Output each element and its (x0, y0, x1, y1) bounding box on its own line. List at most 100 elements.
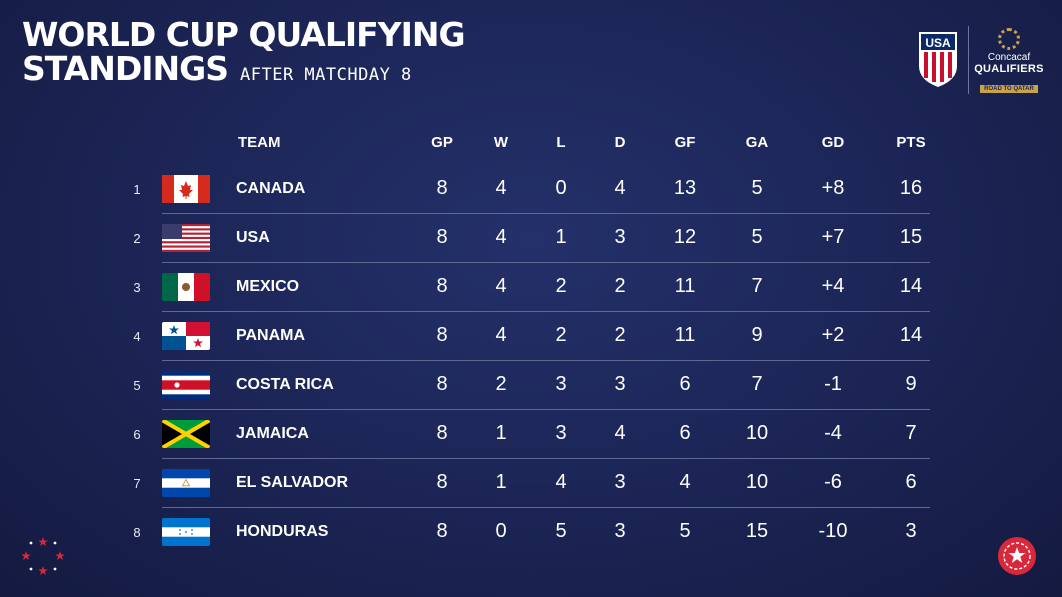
table-row: 1 CANADA 8 4 0 4 13 5 +8 16 (120, 165, 930, 214)
page-title: WORLD CUP QUALIFYING STANDINGS AFTER MAT… (22, 15, 466, 92)
row-divider (162, 213, 930, 214)
cell-d: 3 (614, 373, 626, 395)
team-name: PANAMA (236, 327, 306, 344)
rank: 8 (133, 525, 141, 540)
cell-gp: 8 (436, 471, 448, 493)
cell-gf: 11 (674, 275, 696, 297)
cell-gp: 8 (436, 226, 448, 248)
row-divider (162, 311, 930, 312)
el-salvador-flag-icon (162, 469, 210, 497)
rank: 2 (133, 231, 141, 246)
rank: 5 (133, 378, 141, 393)
concacaf-ring-icon (998, 28, 1020, 50)
cell-l: 2 (555, 275, 567, 297)
cell-l: 3 (555, 422, 567, 444)
concacaf-qualifiers-logo: Concacaf QUALIFIERS ROAD TO QATAR (974, 28, 1044, 94)
cell-ga: 15 (745, 520, 769, 542)
cell-gp: 8 (436, 520, 448, 542)
cell-pts: 7 (905, 422, 917, 444)
rank: 7 (133, 476, 141, 491)
cell-d: 3 (614, 226, 626, 248)
cell-d: 4 (614, 422, 626, 444)
jamaica-flag-icon (162, 420, 210, 448)
badge-icon (998, 537, 1036, 575)
column-header-ga: GA (745, 134, 769, 151)
cell-w: 1 (495, 471, 507, 493)
logo-area: USA Concacaf QUALIFIERS ROAD TO QATAR (914, 26, 1044, 94)
title-line-2: STANDINGS (22, 49, 229, 88)
cell-gp: 8 (436, 422, 448, 444)
team-name: JAMAICA (236, 425, 309, 442)
cell-gd: +4 (821, 275, 845, 297)
column-header-d: D (614, 134, 626, 151)
cell-l: 4 (555, 471, 567, 493)
rank: 6 (133, 427, 141, 442)
team-name: CANADA (236, 180, 306, 197)
team-name: EL SALVADOR (236, 474, 349, 491)
star-ring-icon (22, 537, 64, 575)
team-name: HONDURAS (236, 523, 329, 540)
table-row: 6 JAMAICA 8 1 3 4 6 10 -4 7 (120, 410, 930, 459)
cell-l: 5 (555, 520, 567, 542)
honduras-flag-icon (162, 518, 210, 546)
table-row: 3 MEXICO 8 4 2 2 11 7 +4 14 (120, 263, 930, 312)
mexico-flag-icon (162, 273, 210, 301)
cell-l: 2 (555, 324, 567, 346)
rank: 3 (133, 280, 141, 295)
cell-gd: -4 (824, 422, 842, 444)
team-name: USA (236, 229, 270, 246)
row-divider (162, 409, 930, 410)
row-divider (162, 262, 930, 263)
table-row: 5 COSTA RICA 8 2 3 3 6 7 -1 9 (120, 361, 930, 410)
cell-w: 4 (495, 275, 507, 297)
cell-ga: 10 (745, 422, 769, 444)
cell-pts: 15 (899, 226, 923, 248)
column-header-gf: GF (674, 134, 696, 151)
column-header-l: L (556, 134, 566, 151)
cell-gf: 6 (679, 422, 691, 444)
cell-w: 1 (495, 422, 507, 444)
row-divider (162, 507, 930, 508)
logo-divider (968, 26, 969, 94)
cell-gd: -6 (824, 471, 842, 493)
canada-flag-icon (162, 175, 210, 203)
cell-d: 3 (614, 471, 626, 493)
cell-gd: +7 (821, 226, 845, 248)
cell-d: 4 (614, 177, 626, 199)
cell-gp: 8 (436, 324, 448, 346)
cell-pts: 3 (905, 520, 917, 542)
cell-w: 2 (495, 373, 507, 395)
column-header-w: W (493, 134, 509, 151)
cell-w: 4 (495, 226, 507, 248)
cell-w: 4 (495, 177, 507, 199)
column-header-pts: PTS (896, 134, 926, 151)
concacaf-qualifiers-text: QUALIFIERS (974, 63, 1044, 75)
rank: 4 (133, 329, 141, 344)
us-soccer-crest-icon: USA (919, 32, 957, 87)
table-row: 4 PANAMA 8 4 2 2 11 9 +2 14 (120, 312, 930, 361)
cell-w: 0 (495, 520, 507, 542)
cell-gd: -1 (824, 373, 842, 395)
row-divider (162, 360, 930, 361)
panama-flag-icon (162, 322, 210, 350)
crest-text: USA (925, 36, 951, 50)
team-name: COSTA RICA (236, 376, 334, 393)
table-row: 8 HONDURAS 8 0 5 3 5 15 -10 3 (120, 508, 930, 557)
cell-gf: 13 (673, 177, 697, 199)
cell-ga: 5 (751, 177, 763, 199)
cell-gd: +2 (821, 324, 845, 346)
cell-pts: 9 (905, 373, 917, 395)
page-subtitle: AFTER MATCHDAY 8 (240, 65, 412, 85)
cell-d: 2 (614, 324, 626, 346)
cell-l: 3 (555, 373, 567, 395)
title-line-1: WORLD CUP QUALIFYING (22, 15, 466, 54)
team-name: MEXICO (236, 278, 300, 295)
cell-gf: 12 (673, 226, 697, 248)
cell-ga: 7 (751, 373, 763, 395)
table-row: 2 USA 8 4 1 3 12 5 +7 15 (120, 214, 930, 263)
cell-gf: 4 (679, 471, 691, 493)
cell-gf: 5 (679, 520, 691, 542)
cell-gd: +8 (821, 177, 845, 199)
cell-pts: 14 (899, 324, 923, 346)
cell-ga: 9 (751, 324, 763, 346)
